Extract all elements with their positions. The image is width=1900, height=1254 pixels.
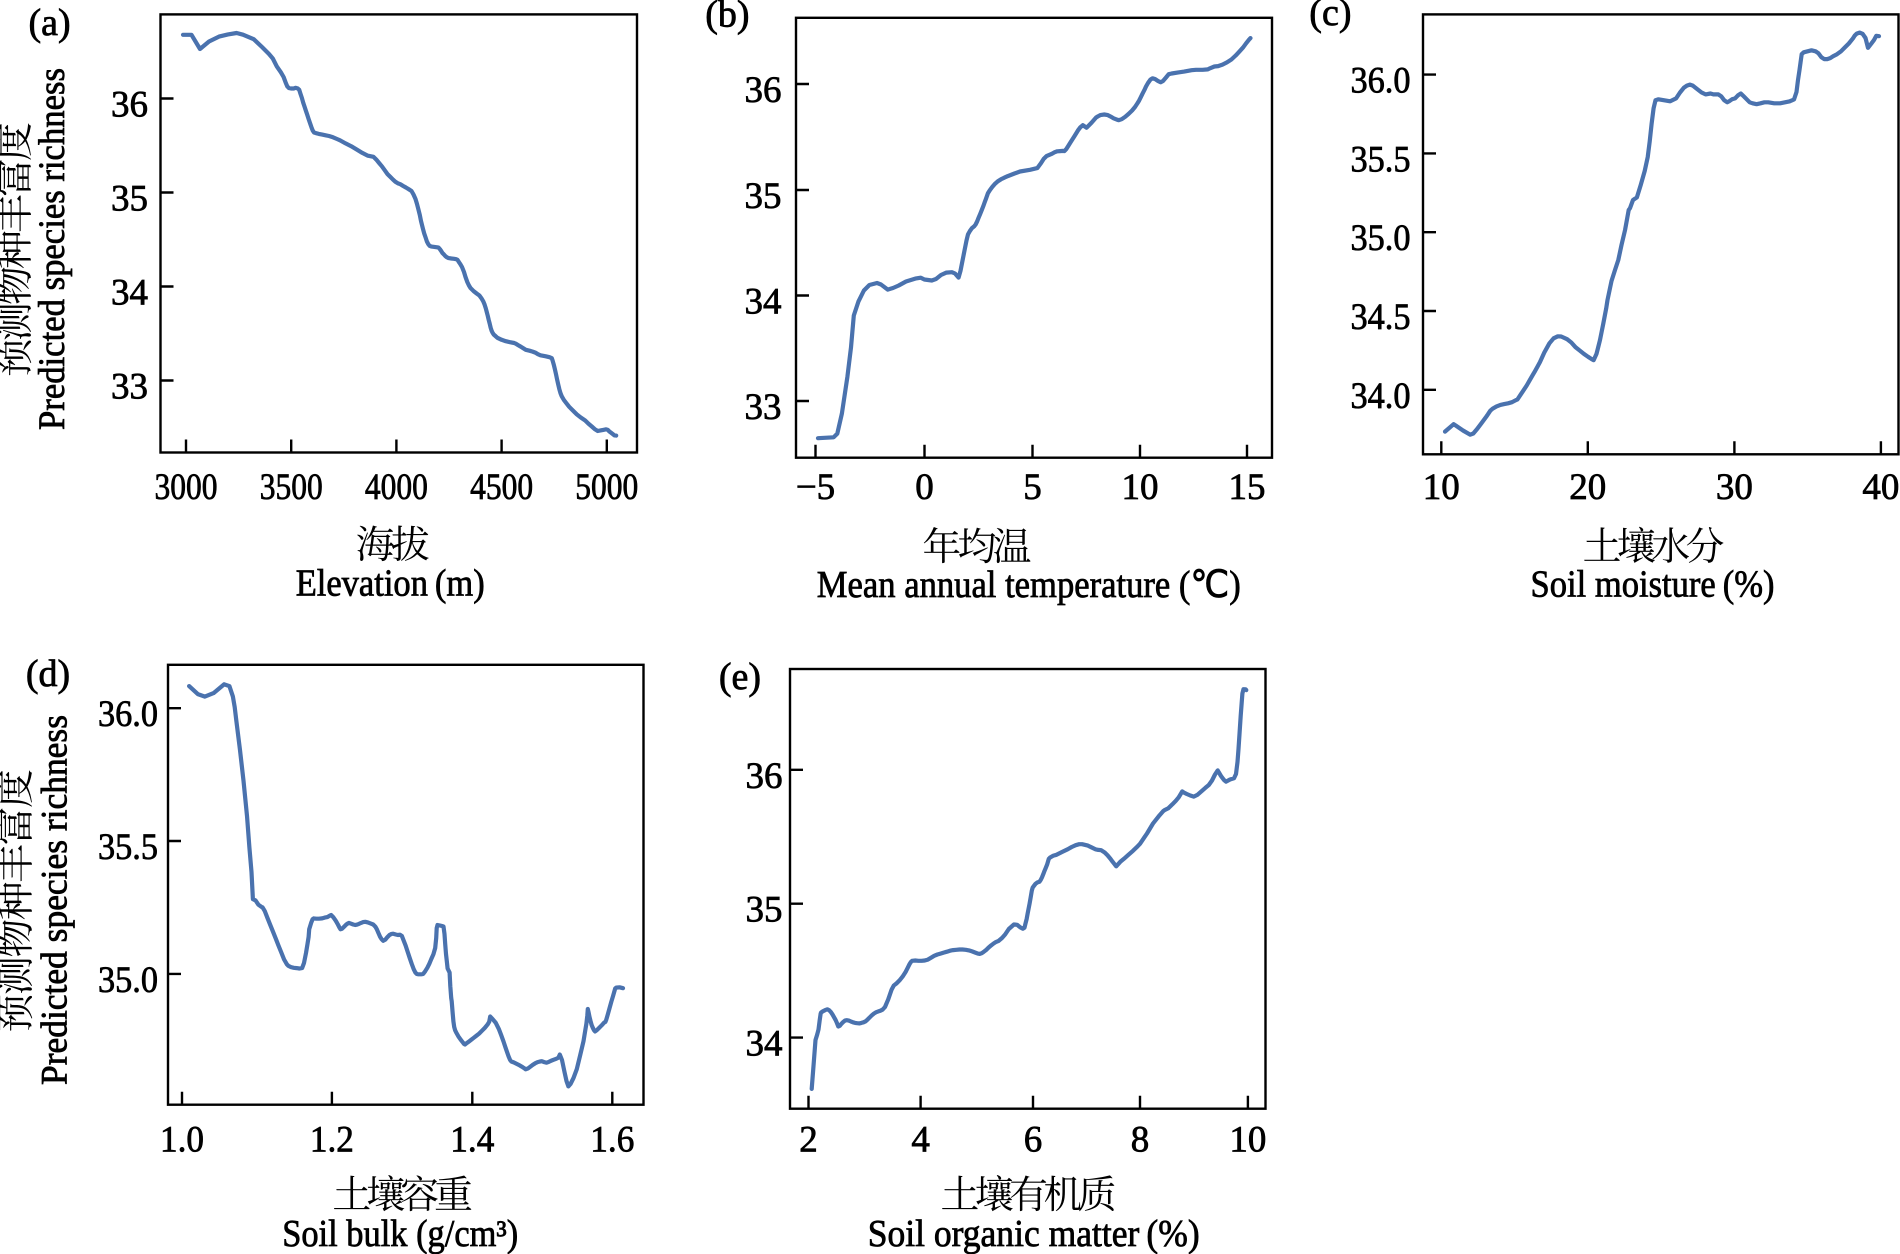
svg-text:34: 34 (745, 282, 782, 323)
svg-text:1.0: 1.0 (160, 1120, 204, 1161)
svg-text:35: 35 (111, 179, 148, 220)
svg-text:1.4: 1.4 (450, 1120, 494, 1161)
svg-text:35.0: 35.0 (98, 960, 158, 1001)
svg-text:(c): (c) (1309, 0, 1351, 34)
svg-text:0: 0 (915, 467, 934, 508)
svg-text:6: 6 (1024, 1120, 1043, 1161)
svg-text:30: 30 (1716, 467, 1753, 508)
svg-text:5000: 5000 (575, 467, 638, 508)
svg-text:34.0: 34.0 (1351, 376, 1411, 417)
svg-text:(b): (b) (705, 0, 749, 36)
svg-text:1.6: 1.6 (590, 1120, 634, 1161)
svg-text:36.0: 36.0 (98, 694, 158, 735)
svg-text:4: 4 (911, 1120, 930, 1161)
svg-text:(a): (a) (29, 2, 71, 44)
svg-text:15: 15 (1229, 467, 1266, 508)
svg-text:3500: 3500 (260, 467, 323, 508)
svg-text:4500: 4500 (470, 467, 533, 508)
svg-text:36: 36 (746, 756, 783, 797)
svg-text:36.0: 36.0 (1351, 61, 1411, 102)
svg-text:35.5: 35.5 (1351, 139, 1411, 180)
svg-text:Elevation (m): Elevation (m) (296, 563, 485, 605)
svg-text:Predicted species richness: Predicted species richness (32, 68, 73, 430)
svg-text:1.2: 1.2 (310, 1120, 354, 1161)
svg-text:33: 33 (745, 387, 782, 428)
svg-text:Soil organic matter (%): Soil organic matter (%) (868, 1213, 1200, 1254)
svg-text:4000: 4000 (365, 467, 428, 508)
svg-text:35.0: 35.0 (1351, 218, 1411, 259)
svg-text:Predicted species richness: Predicted species richness (35, 715, 76, 1085)
svg-text:2: 2 (799, 1120, 818, 1161)
svg-text:33: 33 (111, 367, 148, 408)
svg-text:10: 10 (1229, 1120, 1266, 1161)
svg-text:35.5: 35.5 (98, 827, 158, 868)
svg-text:5: 5 (1023, 467, 1042, 508)
svg-text:3000: 3000 (155, 467, 218, 508)
svg-text:10: 10 (1423, 467, 1460, 508)
svg-text:35: 35 (745, 176, 782, 217)
svg-text:(e): (e) (719, 656, 761, 698)
svg-text:34: 34 (111, 273, 148, 314)
svg-text:Mean annual temperature (℃): Mean annual temperature (℃) (817, 564, 1241, 606)
svg-text:Soil bulk (g/cm³): Soil bulk (g/cm³) (282, 1213, 518, 1254)
svg-text:8: 8 (1131, 1120, 1150, 1161)
svg-text:40: 40 (1862, 467, 1899, 508)
svg-text:(d): (d) (26, 653, 70, 695)
svg-text:36: 36 (111, 85, 148, 126)
svg-text:Soil moisture (%): Soil moisture (%) (1531, 564, 1775, 606)
svg-text:34: 34 (746, 1024, 783, 1065)
svg-text:−5: −5 (796, 467, 835, 508)
svg-text:20: 20 (1569, 467, 1606, 508)
svg-text:35: 35 (746, 890, 783, 931)
svg-text:10: 10 (1122, 467, 1159, 508)
svg-text:36: 36 (745, 70, 782, 111)
svg-text:34.5: 34.5 (1351, 297, 1411, 338)
